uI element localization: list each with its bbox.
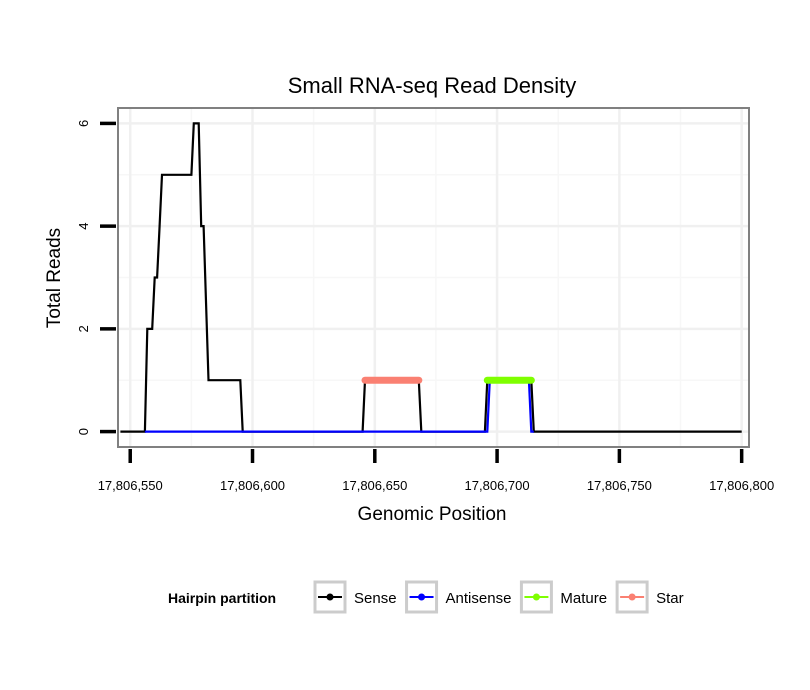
legend-title: Hairpin partition xyxy=(168,590,276,606)
panel-border xyxy=(117,107,750,448)
y-axis: 0 2 4 6 xyxy=(76,120,116,435)
legend-label: Sense xyxy=(354,590,397,607)
x-tick-label: 17,806,800 xyxy=(709,478,774,493)
x-tick-label: 17,806,600 xyxy=(220,478,285,493)
x-tick-label: 17,806,750 xyxy=(587,478,652,493)
x-tick-label: 17,806,700 xyxy=(465,478,530,493)
legend-item-antisense: Antisense xyxy=(405,580,512,614)
legend-item-sense: Sense xyxy=(313,580,397,614)
y-axis-title: Total Reads xyxy=(44,228,65,328)
legend-key-point xyxy=(418,593,426,601)
legend-key-point xyxy=(532,593,540,601)
legend-label: Antisense xyxy=(446,590,512,607)
legend: Hairpin partition Sense Antisense Mature St… xyxy=(168,580,684,614)
plot-panel xyxy=(117,107,750,448)
legend-item-mature: Mature xyxy=(519,580,607,614)
y-tick-label: 0 xyxy=(76,428,91,435)
legend-key-point xyxy=(326,593,334,601)
y-tick-label: 2 xyxy=(76,325,91,332)
chart-title: Small RNA-seq Read Density xyxy=(288,73,577,98)
legend-label: Mature xyxy=(560,590,607,607)
legend-item-star: Star xyxy=(615,580,684,614)
x-tick-label: 17,806,650 xyxy=(342,478,407,493)
y-tick-label: 4 xyxy=(76,223,91,230)
y-tick-label: 6 xyxy=(76,120,91,127)
legend-key-point xyxy=(628,593,636,601)
legend-label: Star xyxy=(656,590,684,607)
x-axis: 17,806,550 17,806,600 17,806,650 17,806,700… xyxy=(98,449,774,493)
x-axis-title: Genomic Position xyxy=(358,504,507,525)
x-tick-label: 17,806,550 xyxy=(98,478,163,493)
